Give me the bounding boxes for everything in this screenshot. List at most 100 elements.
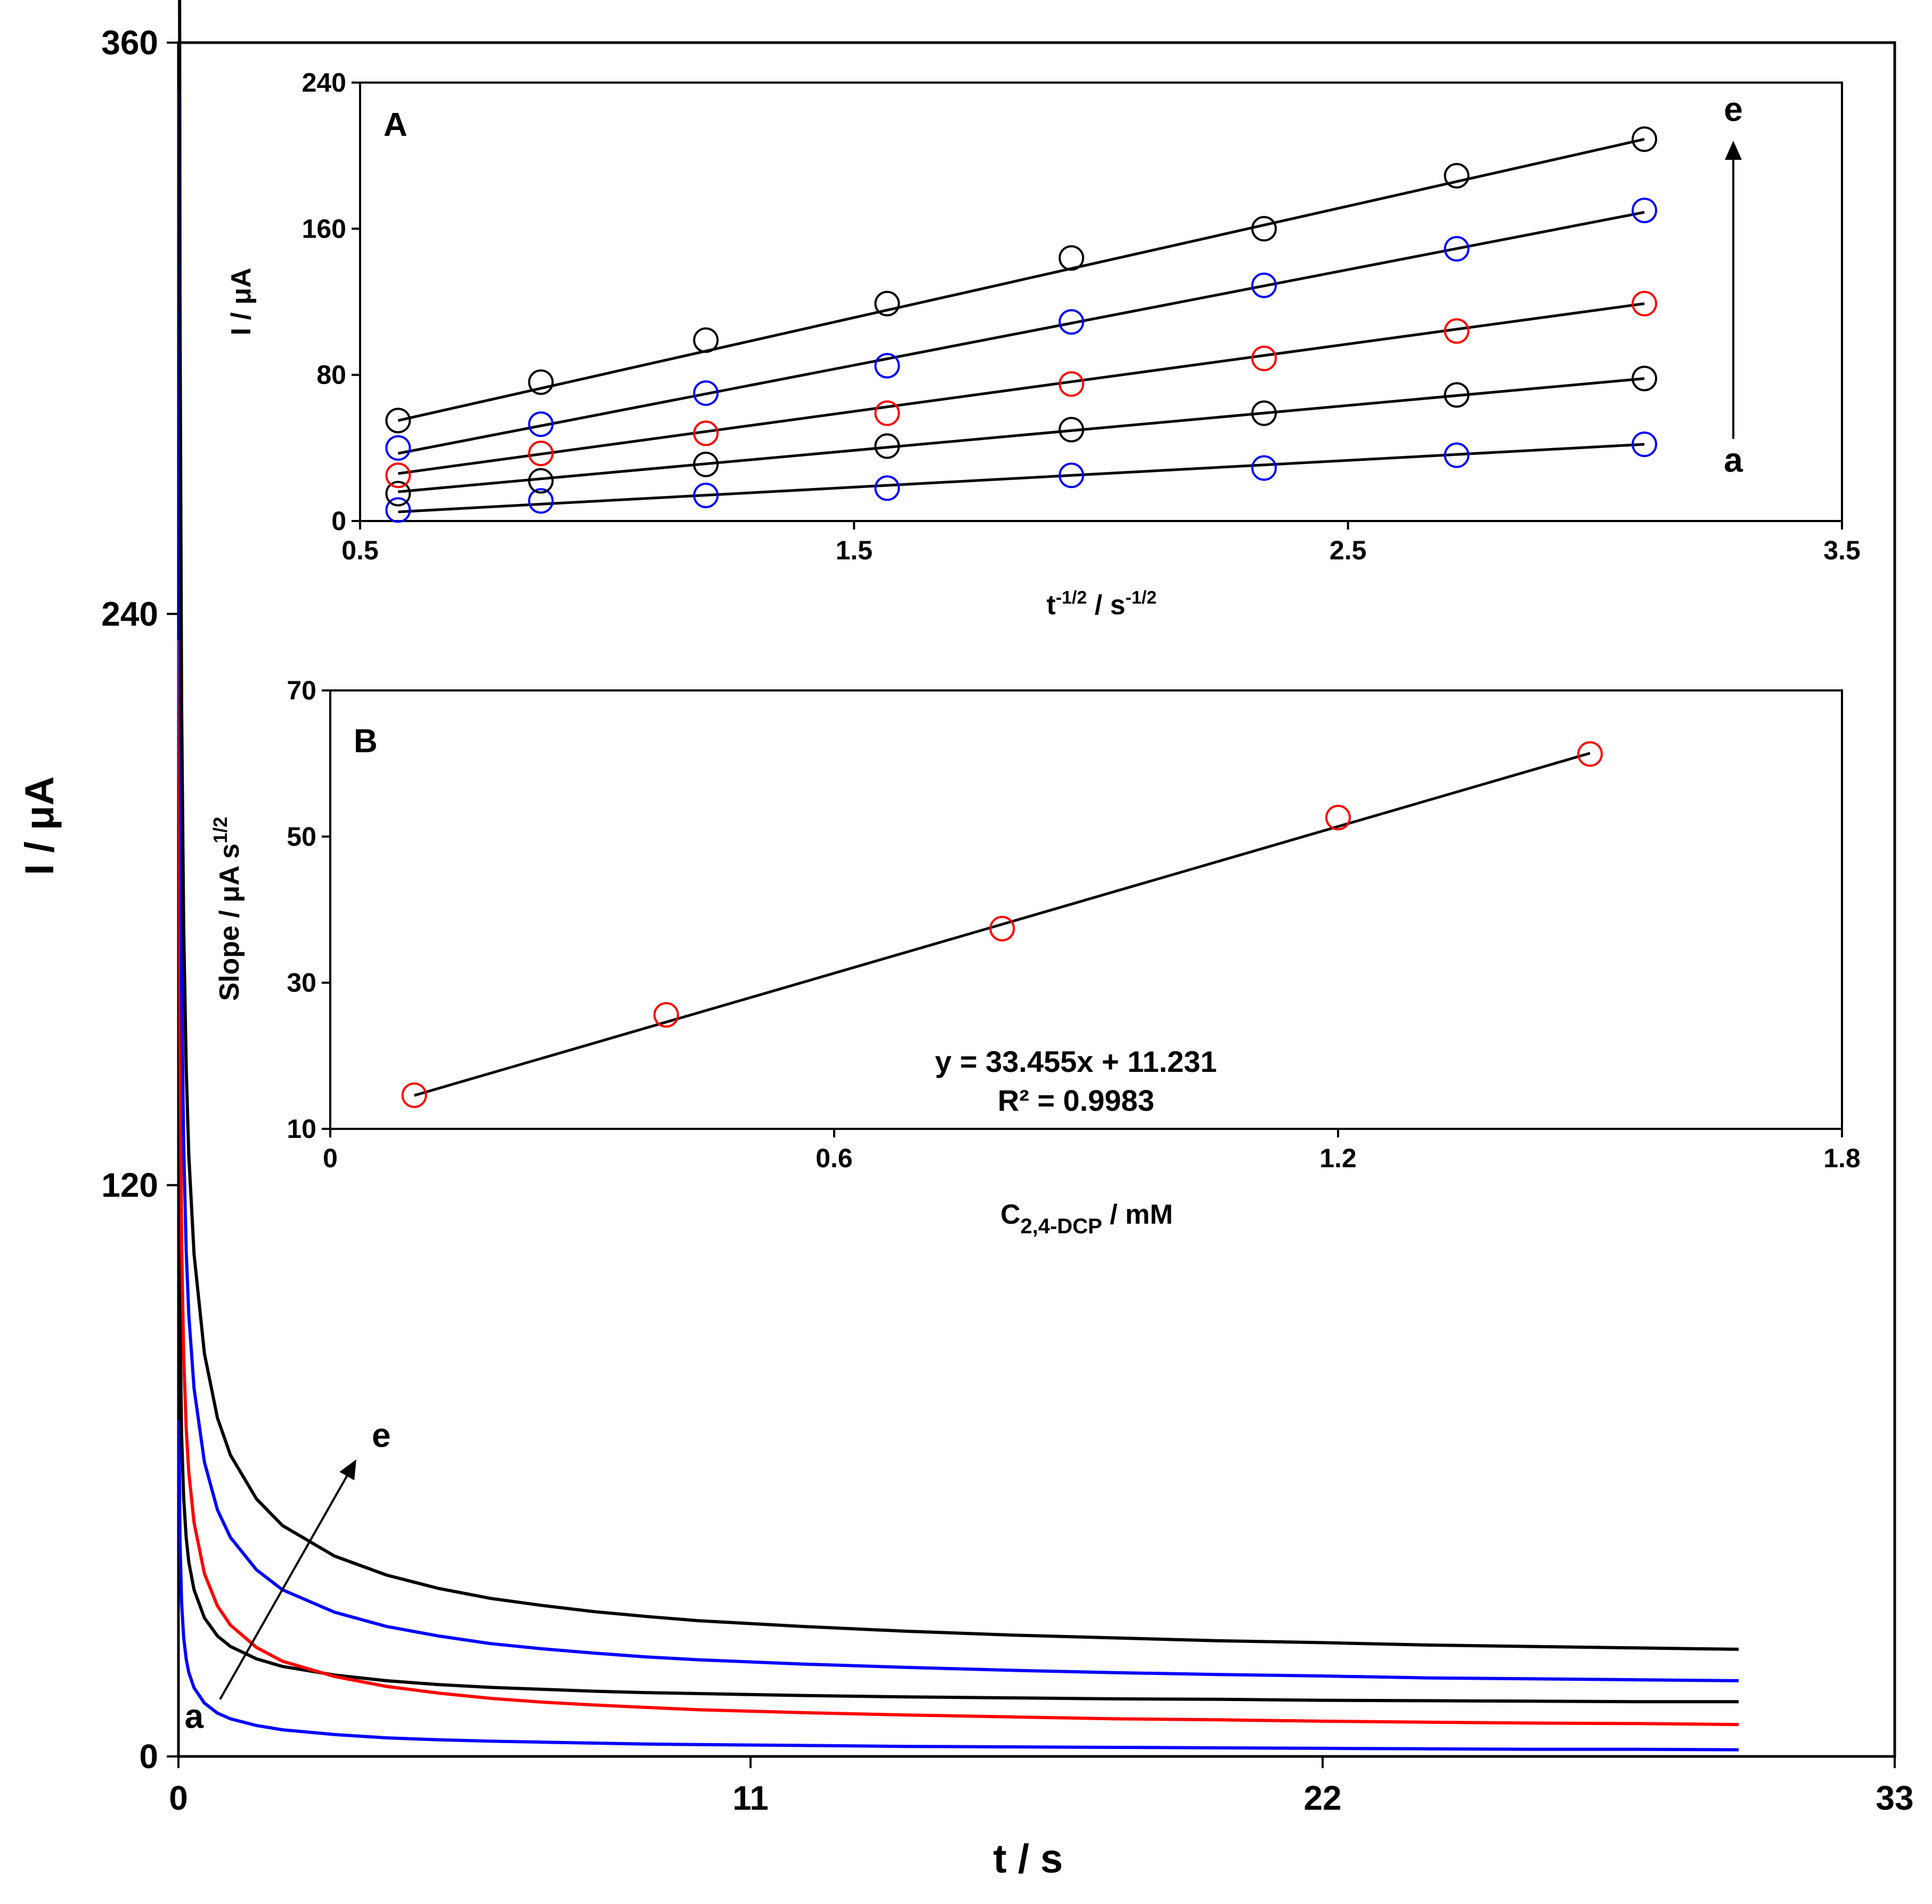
inset-a-point-b [1632,365,1658,392]
inset-a-fit-line-d [397,211,1645,455]
inset-b-x-tick-label: 0 [323,1143,338,1173]
inset-a-point-b [1251,400,1277,426]
inset-b-equation: y = 33.455x + 11.231 [935,1045,1217,1078]
inset-a-point-d [1444,236,1470,262]
inset-a-point-a [1632,431,1658,457]
inset-a-point-e [693,327,719,353]
inset-a-point-a [1444,442,1470,468]
main-curve-d [177,90,1739,1682]
main-y-tick-label: 120 [101,1166,158,1205]
inset-a-axis-ticks: 0.5 1.5 2.5 3.5 0 80 160 240 [302,68,1861,565]
main-trend-arrow [219,1459,356,1700]
inset-b-x-title-sub: 2,4-DCP [1021,1215,1102,1238]
inset-a-point-a [693,482,719,508]
inset-b-x-tick-label: 1.8 [1823,1143,1861,1173]
main-curve-c [177,640,1739,1727]
inset-a-label-a: a [1724,441,1743,479]
inset-b-axis-ticks: 0 0.6 1.2 1.8 10 30 50 70 [287,676,1860,1173]
main-curves [177,0,1739,1752]
main-x-axis-title: t / s [993,1836,1063,1882]
inset-a-point-e [385,408,411,434]
inset-a-fit-line-c [398,302,1645,475]
main-x-tick-label: 33 [1876,1779,1913,1817]
main-x-tick-label: 11 [732,1779,769,1817]
inset-a-fit-lines [397,137,1645,514]
inset-b-x-title-base: C [1000,1199,1021,1230]
inset-a-point-c [1632,290,1658,316]
inset-a-point-d [1632,198,1658,224]
inset-a-point-b [874,433,900,459]
inset-a-point-d [1251,272,1277,298]
inset-a-point-e [1632,126,1658,152]
inset-b-y-title-base: Slope / μA s [214,843,245,1001]
inset-b-points [401,741,1603,1108]
inset-a-point-a [1251,455,1277,481]
inset-a-x-title-base: t [1047,590,1056,621]
main-axis-ticks: 0 11 22 33 0 120 240 360 [101,23,1913,1817]
main-curve-a [177,1420,1739,1752]
inset-a-point-d [528,411,554,437]
inset-b-panel-tag: B [354,723,378,760]
inset-b-y-title-sup: 1/2 [209,817,231,843]
inset-a-x-tick-label: 2.5 [1330,535,1367,565]
inset-b-frame [329,689,1843,1130]
inset-b-y-axis-title: Slope / μA s1/2 [209,817,245,1001]
inset-b-point [401,1082,427,1108]
inset-a-point-c [1444,318,1470,344]
main-plot: 0 11 22 33 0 120 240 360 a e t / s I / μA [17,0,1914,1882]
inset-b-point [653,1002,679,1028]
inset-a-y-tick-label: 80 [316,360,346,390]
inset-a-fit-line-a [398,443,1645,514]
inset-a-point-b [528,468,554,494]
inset-a-point-d [693,380,719,406]
inset-b-x-axis-title: C2,4-DCP / mM [1000,1199,1173,1238]
main-y-tick-label: 240 [101,595,158,633]
inset-a-label-e: e [1724,90,1743,128]
inset-b-x-tick-label: 0.6 [816,1143,853,1173]
inset-a-point-a [528,488,554,514]
main-y-tick-label: 0 [139,1737,158,1776]
inset-a-point-c [1251,345,1277,371]
inset-a-x-title-sup1: -1/2 [1056,588,1087,608]
inset-b-r-squared: R² = 0.9983 [998,1084,1154,1117]
inset-a-point-d [874,353,900,379]
inset-a-x-axis-title: t-1/2 / s-1/2 [1047,588,1157,621]
inset-a-x-title-mid: / s [1087,590,1126,621]
inset-b-point [1325,804,1351,831]
inset-a-point-c [693,420,719,446]
inset-b-point [1577,741,1603,767]
inset-a-point-d [385,435,411,461]
inset-a-point-c [528,441,554,467]
inset-b-x-tick-label: 1.2 [1319,1143,1357,1173]
inset-a-x-tick-label: 1.5 [836,535,873,565]
inset-a-point-d [1058,309,1085,335]
inset-b-plot: 0 0.6 1.2 1.8 10 30 50 70 B y = 33.455x + 11.23… [209,676,1861,1238]
inset-b-y-tick-label: 30 [287,968,316,998]
inset-a-point-e [528,369,554,395]
inset-a-point-b [1058,417,1085,443]
inset-a-point-e [1444,162,1470,189]
inset-a-point-b [693,451,719,477]
inset-a-point-e [874,290,900,316]
inset-a-point-a [385,497,411,523]
main-curve-label-a: a [184,1697,203,1735]
inset-b-fit-line [413,752,1591,1097]
inset-a-point-b [385,481,411,507]
main-curve-label-e: e [372,1416,391,1454]
inset-a-point-e [1058,245,1085,271]
main-x-tick-label: 0 [169,1779,188,1817]
inset-a-x-tick-label: 3.5 [1823,535,1861,565]
inset-b-y-tick-label: 50 [287,821,316,851]
inset-a-point-a [874,475,900,501]
main-curve-b [177,1081,1739,1704]
inset-a-point-e [1251,216,1277,242]
inset-a-point-c [1058,371,1085,397]
inset-a-panel-tag: A [384,107,407,143]
inset-a-frame [359,82,1843,522]
inset-b-y-tick-label: 10 [287,1114,316,1144]
inset-a-point-c [385,462,411,489]
main-y-tick-label: 360 [101,23,158,62]
inset-a-fit-line-e [397,137,1645,422]
